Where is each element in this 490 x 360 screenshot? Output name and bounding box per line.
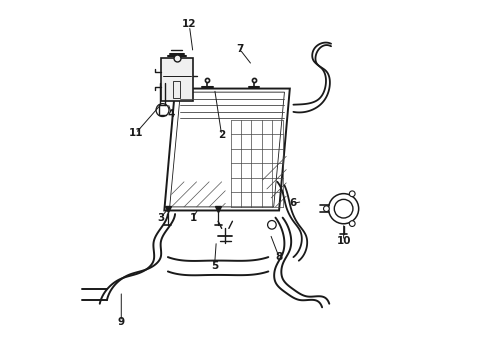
- FancyBboxPatch shape: [161, 58, 193, 101]
- Circle shape: [323, 206, 329, 212]
- Text: 12: 12: [182, 19, 196, 29]
- Text: 4: 4: [168, 109, 175, 119]
- Circle shape: [349, 221, 355, 226]
- Text: 10: 10: [336, 236, 351, 246]
- Text: 1: 1: [189, 213, 196, 222]
- Text: 11: 11: [128, 129, 143, 138]
- Circle shape: [349, 191, 355, 197]
- Text: 6: 6: [290, 198, 297, 208]
- Text: 9: 9: [118, 317, 125, 327]
- Text: 7: 7: [236, 44, 244, 54]
- Circle shape: [268, 221, 276, 229]
- Text: 5: 5: [211, 261, 218, 271]
- Text: 3: 3: [157, 213, 164, 222]
- Text: 2: 2: [218, 130, 225, 140]
- Text: 8: 8: [275, 252, 283, 262]
